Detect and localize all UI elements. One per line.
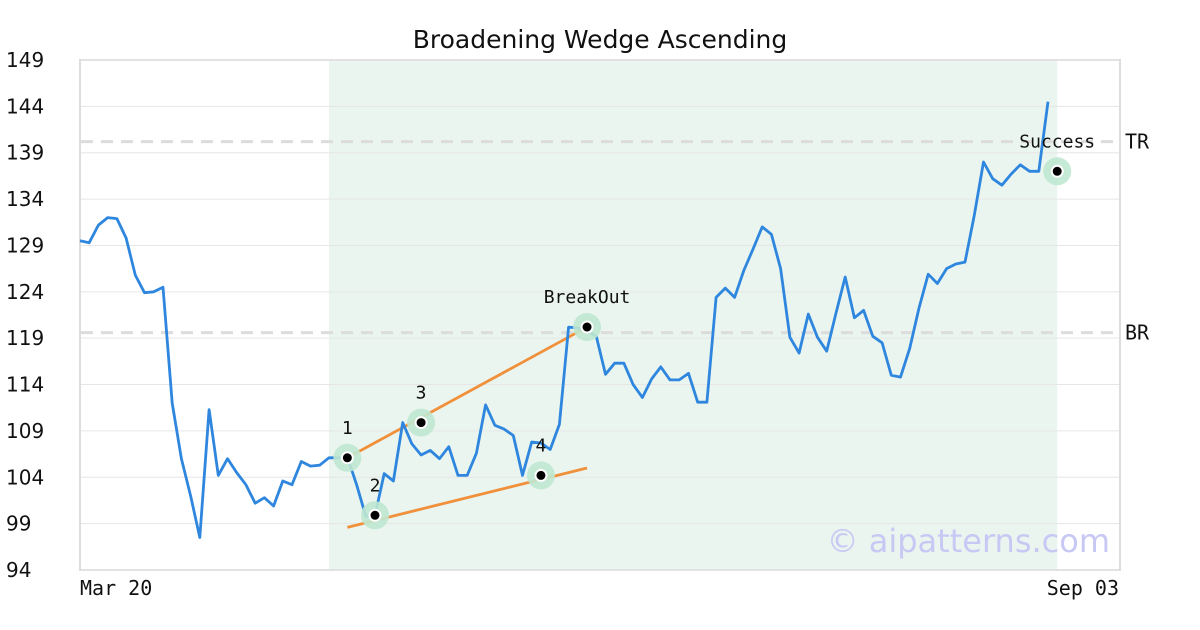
pivot-label: 4 <box>536 435 547 456</box>
pivot-point <box>534 468 548 482</box>
pivot-label: 1 <box>342 418 353 439</box>
watermark: © aipatterns.com <box>827 522 1110 560</box>
x-tick-label: Sep 03 <box>1047 576 1119 600</box>
y-tick-label: 124 <box>6 280 44 304</box>
price-line <box>79 101 1050 539</box>
pivot-label: 3 <box>416 383 427 404</box>
pivot-label: 2 <box>370 475 381 496</box>
y-tick-label: 109 <box>6 419 44 443</box>
y-tick-label: 114 <box>6 373 44 397</box>
pattern-zone <box>328 61 1058 569</box>
y-tick-label: 104 <box>6 465 44 489</box>
y-tick-label: 99 <box>6 512 31 536</box>
y-tick-label: 119 <box>6 326 44 350</box>
pivot-markers: 1 2 3 4 BreakOut Success <box>333 131 1095 530</box>
pivot-point <box>340 451 354 465</box>
pivot-point <box>414 416 428 430</box>
level-label: BR <box>1125 321 1150 345</box>
y-tick-label: 149 <box>6 48 44 72</box>
level-label: TR <box>1125 130 1150 154</box>
y-tick-label: 144 <box>6 94 44 118</box>
pivot-point <box>580 320 594 334</box>
y-tick-label: 139 <box>6 141 44 165</box>
y-tick-label: 94 <box>6 558 31 582</box>
pivot-label: BreakOut <box>544 287 631 308</box>
level-lines: TR BR <box>81 130 1150 345</box>
pivot-label: Success <box>1019 131 1095 152</box>
y-axis: 94 99 104 109 114 119 124 129 134 139 144 149 <box>6 48 44 582</box>
pivot-point <box>368 508 382 522</box>
trendline <box>346 325 588 460</box>
chart-title: Broadening Wedge Ascending <box>413 25 788 54</box>
gridlines <box>81 59 1119 571</box>
y-tick-label: 129 <box>6 233 44 257</box>
pivot-point <box>1050 164 1064 178</box>
y-tick-label: 134 <box>6 187 44 211</box>
x-tick-label: Mar 20 <box>80 576 152 600</box>
